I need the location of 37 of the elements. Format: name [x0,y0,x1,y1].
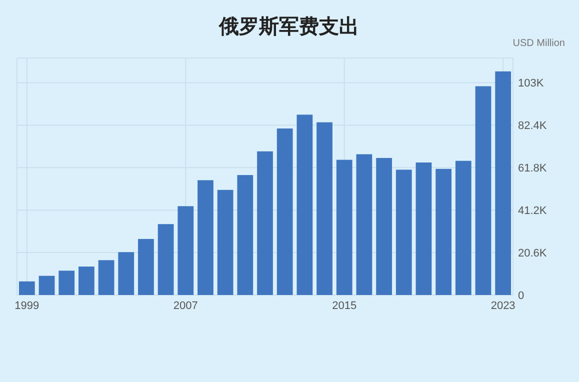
bar [396,170,412,295]
x-tick-label: 1999 [14,300,40,312]
bar [178,206,194,295]
bar [475,86,492,295]
bar [495,71,512,295]
bar [416,162,432,295]
x-tick-label: 2023 [490,300,516,312]
bar [257,151,273,295]
bar [217,190,234,295]
bar [58,270,75,295]
bar [18,281,35,295]
bar [436,168,452,295]
bar [138,238,154,295]
bar [316,122,332,295]
bar [118,252,134,295]
y-axis-title: USD Million [512,38,565,49]
bar [78,266,94,295]
bar [276,128,293,295]
bar [158,224,174,295]
chart-title: 俄罗斯军费支出 [218,16,359,38]
bar [356,154,372,295]
y-tick-label: 0 [518,290,524,302]
bar [376,158,392,295]
y-tick-label: 41.2K [518,205,548,218]
bar [237,175,254,295]
bar [98,260,114,295]
x-tick-label: 2007 [173,300,198,312]
x-tick-label: 2015 [332,300,357,312]
y-tick-label: 103K [518,78,544,90]
bar [336,160,352,295]
bar [38,276,55,295]
bar [198,180,214,295]
y-tick-label: 82.4K [518,120,548,132]
y-tick-label: 20.6K [518,248,548,260]
bar [296,114,313,295]
bar [455,160,472,295]
y-tick-label: 61.8K [518,162,548,175]
